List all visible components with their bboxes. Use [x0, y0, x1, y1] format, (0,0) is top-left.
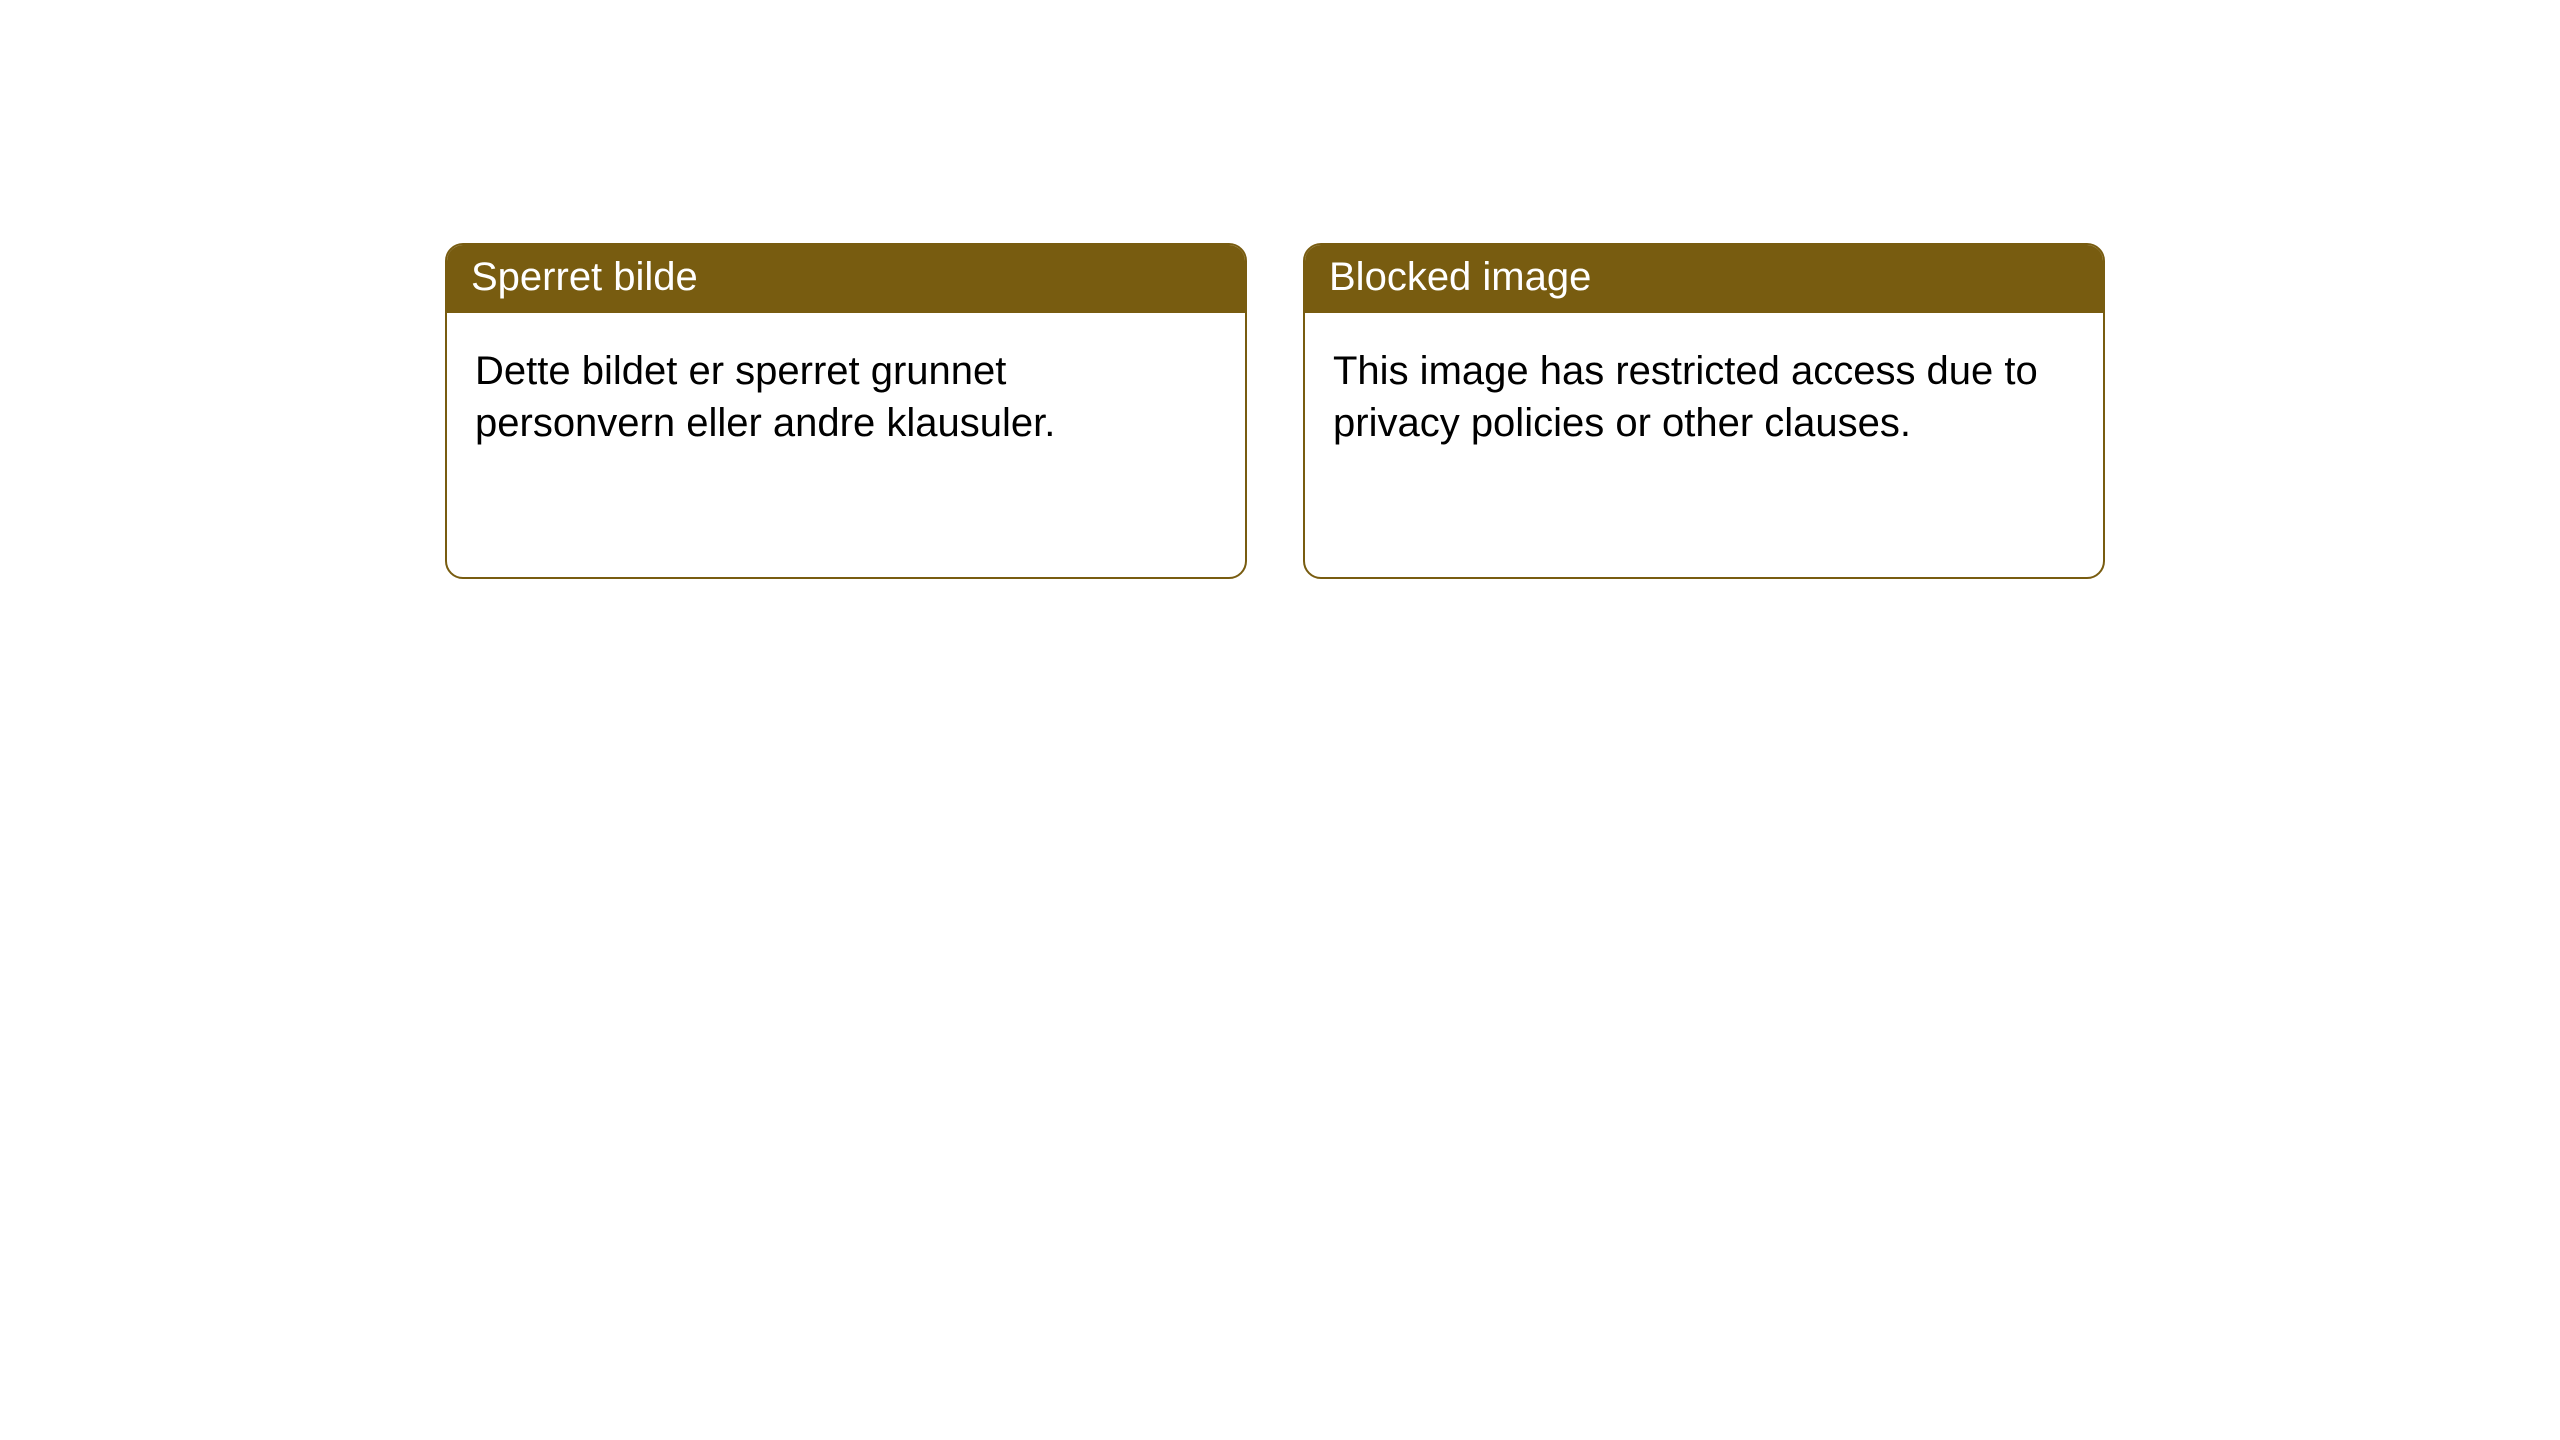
notice-card-norwegian: Sperret bilde Dette bildet er sperret gr…	[445, 243, 1247, 579]
card-header-english: Blocked image	[1305, 245, 2103, 313]
card-header-norwegian: Sperret bilde	[447, 245, 1245, 313]
card-body-norwegian: Dette bildet er sperret grunnet personve…	[447, 313, 1245, 481]
card-body-english: This image has restricted access due to …	[1305, 313, 2103, 481]
notice-container: Sperret bilde Dette bildet er sperret gr…	[0, 0, 2560, 579]
notice-card-english: Blocked image This image has restricted …	[1303, 243, 2105, 579]
